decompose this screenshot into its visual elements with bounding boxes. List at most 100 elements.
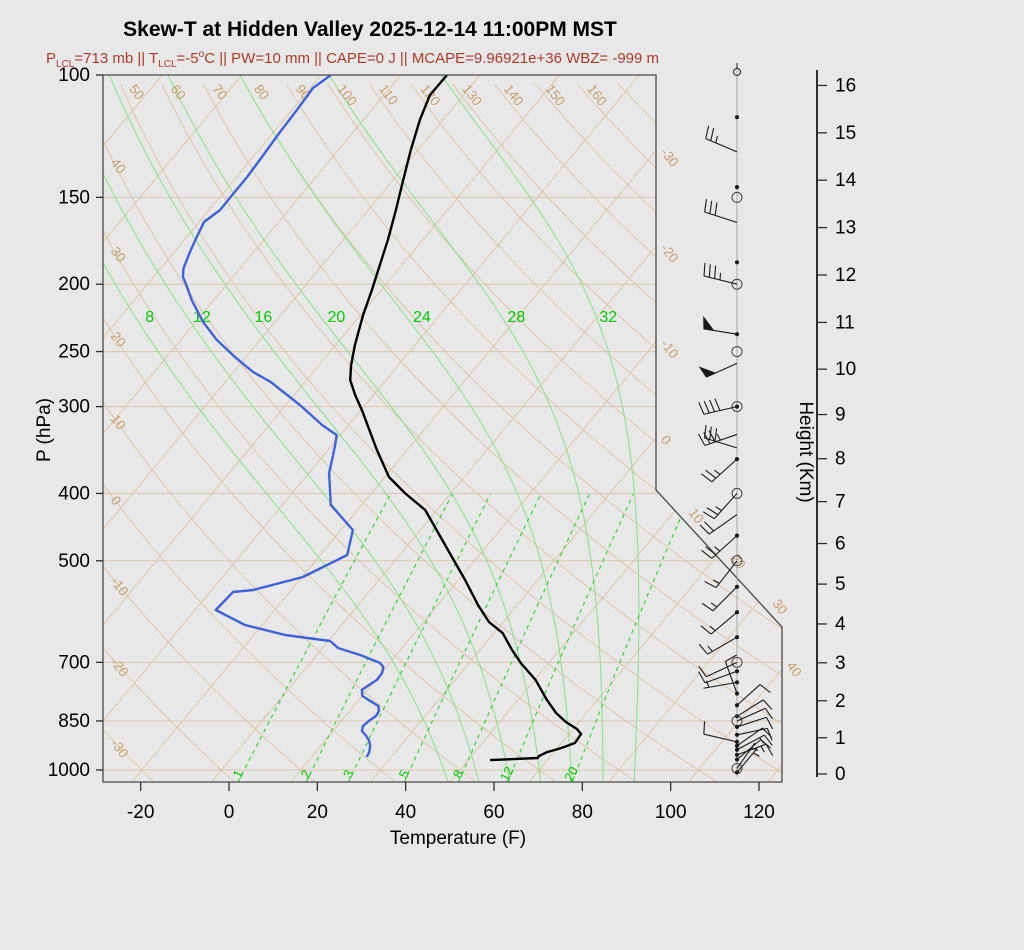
barb-shaft [703, 328, 738, 335]
wind-barb [704, 555, 743, 589]
barb-feather [714, 398, 721, 411]
height-tick-label: 4 [835, 614, 846, 635]
height-tick-label: 1 [835, 728, 846, 749]
barb-flag [703, 315, 715, 331]
temperature-tick-label: 40 [395, 802, 416, 823]
isotherm-line [103, 75, 481, 782]
barb-shaft [703, 275, 738, 285]
barb-shaft [711, 458, 738, 483]
barb-feather [703, 424, 707, 439]
barb-shaft [710, 611, 738, 635]
dry-adiabat-label-top: 50 [126, 82, 147, 103]
barb-feather [763, 734, 773, 746]
dry-adiabat-label-top: 100 [334, 82, 360, 109]
dry-adiabat-label-left: 0 [108, 493, 124, 508]
dry-adiabat-line [701, 83, 782, 782]
height-tick-label: 15 [835, 123, 856, 144]
barb-feather [759, 684, 771, 693]
barb-feather [714, 202, 718, 216]
barb-feather [700, 625, 712, 635]
barb-shaft [713, 493, 738, 520]
temperature-tick-label: 120 [743, 802, 775, 823]
barb-shaft [736, 727, 763, 747]
barb-half-feather [716, 433, 721, 441]
isotherm-line [369, 75, 782, 782]
isotherm-label: -20 [658, 241, 682, 266]
wind-barb [731, 707, 774, 727]
wind-barb [734, 743, 774, 757]
moist-adiabat-line [103, 75, 449, 782]
isotherm-label: 30 [769, 596, 790, 617]
station-dot [734, 185, 740, 190]
barb-feather [703, 721, 706, 735]
barb-feather [725, 654, 737, 662]
barb-half-feather [715, 506, 722, 511]
dry-adiabat-line [327, 83, 782, 782]
barb-feather [762, 699, 773, 710]
dry-adiabat-line [535, 83, 782, 782]
wind-barb [734, 716, 774, 730]
isotherm-line [103, 75, 163, 782]
barb-feather [704, 580, 717, 589]
barb-feather [703, 262, 706, 277]
isotherm-label: 10 [686, 505, 707, 526]
mixing-ratio-label: 2 [298, 767, 315, 780]
barb-feather [698, 433, 706, 446]
dry-adiabat-line [202, 83, 782, 782]
barb-half-feather [713, 579, 720, 584]
moist-adiabat-line [103, 75, 480, 782]
barb-shaft [703, 681, 738, 689]
dry-adiabat-line [103, 83, 155, 782]
wind-barb [731, 346, 743, 358]
temperature-tick-label: 80 [572, 802, 593, 823]
barb-shaft [704, 670, 738, 684]
wind-barb [703, 721, 740, 744]
mandatory-level-circle [731, 555, 743, 567]
barb-shaft [736, 739, 762, 760]
wind-barb [698, 398, 743, 415]
wind-barb [698, 635, 740, 655]
barb-feather [701, 602, 714, 612]
pressure-tick-label: 700 [58, 652, 90, 673]
dry-adiabat-line [103, 83, 316, 782]
mixing-ratio-line [305, 493, 453, 782]
barb-feather [699, 524, 710, 535]
mixing-ratio-line [347, 493, 491, 782]
temperature-tick-label: 0 [224, 802, 235, 823]
dry-adiabat-line [285, 83, 782, 782]
wind-barbs [698, 62, 774, 777]
dry-adiabat-line [103, 83, 637, 782]
barb-feather [764, 708, 774, 720]
dry-adiabat-label-left: 40 [108, 155, 129, 176]
barb-half-feather [715, 135, 718, 143]
mandatory-level-circle [731, 346, 743, 358]
moist-adiabat-line [328, 75, 604, 782]
mandatory-level-circle [731, 487, 743, 499]
barb-half-feather [710, 602, 718, 608]
moist-adiabat-line [440, 75, 640, 782]
dry-adiabat-line [909, 84, 1024, 782]
wind-barb [734, 684, 771, 708]
moist-adiabat-line [239, 75, 573, 782]
isotherm-line [608, 75, 782, 782]
moist-adiabat-label: 8 [145, 309, 154, 326]
mandatory-level-circle [731, 401, 743, 413]
barb-feather [698, 671, 706, 684]
isotherm-line [528, 75, 782, 782]
barb-shaft [736, 742, 756, 769]
pressure-tick-label: 100 [58, 65, 90, 86]
height-tick-label: 0 [835, 764, 846, 785]
dry-adiabat-line [368, 83, 782, 782]
height-tick-label: 16 [835, 75, 856, 96]
barb-feather [765, 743, 774, 756]
barb-shaft [736, 716, 767, 728]
temperature-curve [349, 75, 583, 762]
barb-shaft [712, 586, 738, 612]
station-dot [734, 115, 740, 120]
moisture-grid [103, 75, 692, 782]
barb-feather [703, 400, 710, 414]
barb-shaft [705, 661, 738, 678]
dry-adiabat-line [618, 83, 782, 782]
barb-flag [698, 366, 716, 378]
barb-feather [701, 473, 713, 483]
